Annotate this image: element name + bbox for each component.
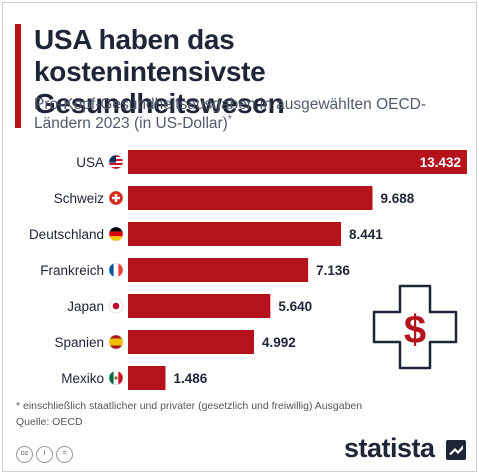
license-icons[interactable]: cc i = [16, 446, 73, 463]
bar [128, 366, 166, 390]
spain-flag-icon [108, 334, 124, 350]
attribution-icon[interactable]: i [36, 446, 53, 463]
japan-flag-icon [108, 298, 124, 314]
value-label: 4.992 [262, 335, 296, 350]
bar [128, 150, 467, 174]
statista-logo[interactable]: statista [344, 433, 435, 463]
bar [128, 222, 342, 246]
statista-logo-mark [446, 440, 466, 460]
bar [128, 258, 309, 282]
france-flag-icon [108, 262, 124, 278]
source-note: Quelle: OECD [16, 416, 83, 428]
category-label: Mexiko [61, 371, 104, 386]
value-label: 7.136 [316, 263, 350, 278]
medical-cross-dollar-icon: $ [372, 284, 458, 370]
chart-title: USA haben das kostenintensivste Gesundhe… [34, 24, 285, 119]
bar [128, 330, 254, 354]
category-label: Deutschland [29, 227, 104, 242]
us-flag-icon [108, 154, 124, 170]
value-label: 9.688 [381, 191, 415, 206]
germany-flag-icon [108, 226, 124, 242]
category-label: USA [76, 155, 104, 170]
category-label: Schweiz [54, 191, 105, 206]
category-label: Japan [67, 299, 104, 314]
title-accent-bar [15, 24, 21, 128]
category-label: Frankreich [40, 263, 104, 278]
value-label: 13.432 [420, 155, 461, 170]
bar-chart: USA 13.432 Schweiz 9.688 Deutschland 8.441 Fra… [29, 150, 467, 390]
bar [128, 294, 271, 318]
switzerland-flag-icon [108, 190, 124, 206]
mexico-flag-icon [108, 370, 124, 386]
subtitle-footnote-mark: * [227, 113, 232, 125]
subtitle-text: Pro-Kopf-Gesundheitsausgaben in ausgewäh… [34, 96, 427, 132]
cc-icon[interactable]: cc [16, 446, 33, 463]
bar [128, 186, 373, 210]
no-derivatives-icon[interactable]: = [56, 446, 73, 463]
value-label: 1.486 [174, 371, 208, 386]
value-label: 5.640 [278, 299, 312, 314]
chart-subtitle: Pro-Kopf-Gesundheitsausgaben in ausgewäh… [34, 95, 464, 133]
footnote: * einschließlich staatlicher und private… [16, 400, 363, 412]
value-label: 8.441 [349, 227, 383, 242]
dollar-symbol: $ [404, 308, 426, 352]
category-label: Spanien [54, 335, 104, 350]
